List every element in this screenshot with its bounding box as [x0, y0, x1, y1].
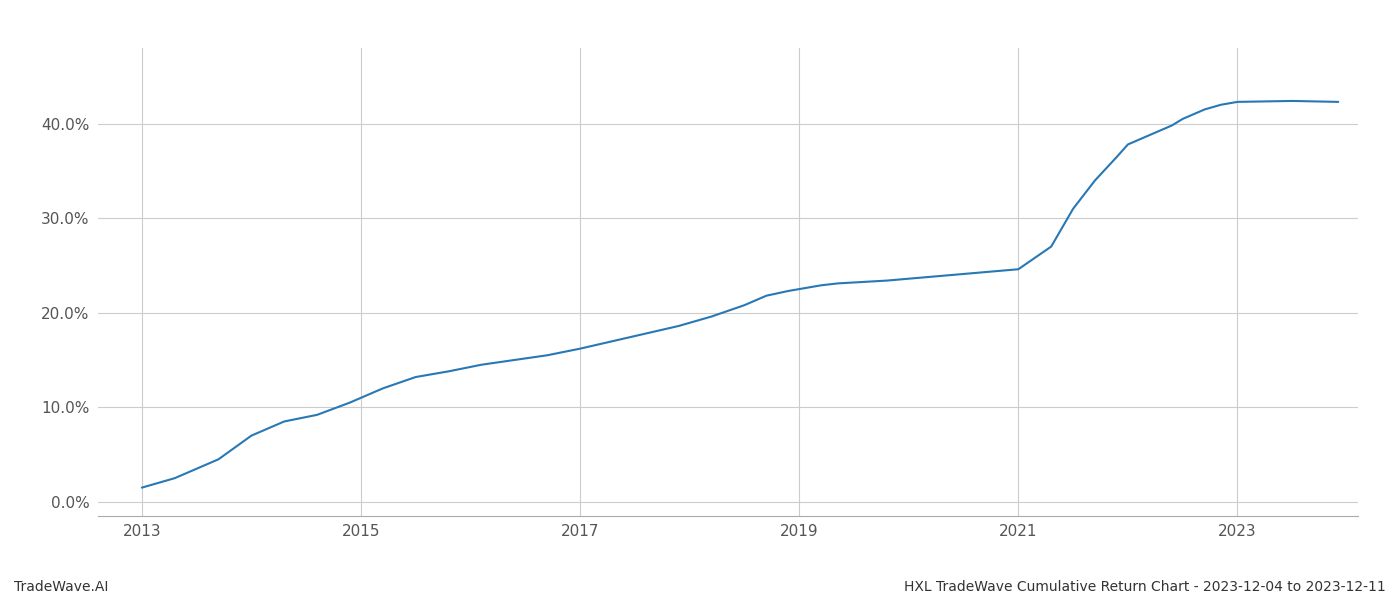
Text: TradeWave.AI: TradeWave.AI	[14, 580, 108, 594]
Text: HXL TradeWave Cumulative Return Chart - 2023-12-04 to 2023-12-11: HXL TradeWave Cumulative Return Chart - …	[904, 580, 1386, 594]
